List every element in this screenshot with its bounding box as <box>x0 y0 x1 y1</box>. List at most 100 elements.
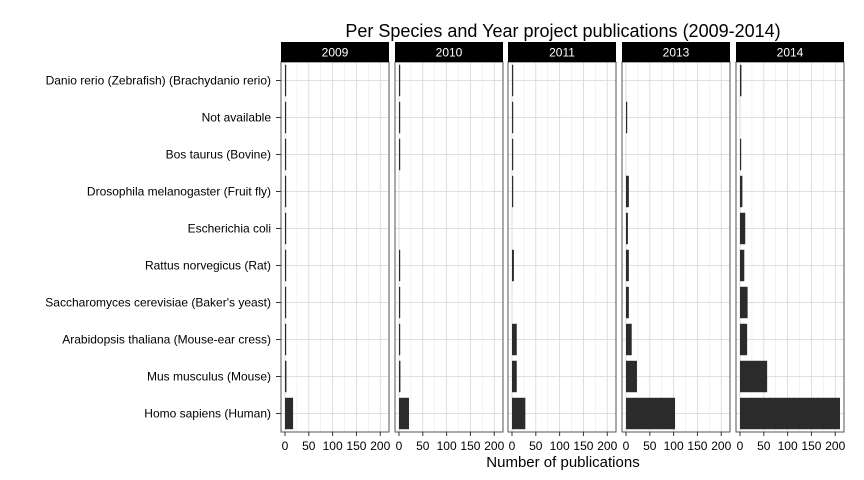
bar <box>285 138 287 171</box>
x-tick-label: 0 <box>509 439 516 453</box>
x-tick-label: 200 <box>711 439 731 453</box>
facet-panel-2010: 2010 0 50 100 150 200 <box>394 42 505 453</box>
bar <box>399 286 401 319</box>
bar <box>285 175 287 208</box>
chart-title: Per Species and Year project publication… <box>345 21 780 41</box>
bar <box>285 64 287 97</box>
category-label: Saccharomyces cerevisiae (Baker's yeast) <box>45 296 271 310</box>
facet-panel-2011: 2011 0 50 100 150 200 <box>507 42 618 453</box>
category-label: Rattus norvegicus (Rat) <box>145 259 271 273</box>
category-label: Danio rerio (Zebrafish) (Brachydanio rer… <box>46 74 271 88</box>
facet-strip-label: 2009 <box>322 46 349 60</box>
bar <box>512 101 514 134</box>
bar <box>399 397 409 430</box>
bar <box>285 397 294 430</box>
x-tick-label: 200 <box>597 439 617 453</box>
x-tick-label: 150 <box>687 439 707 453</box>
facet-panel-2009: 2009 0 50 100 150 200 <box>280 42 391 453</box>
bar <box>399 323 401 356</box>
bar <box>740 360 768 393</box>
bar <box>626 360 637 393</box>
panel-background <box>281 62 389 432</box>
bar <box>285 360 287 393</box>
bar <box>512 249 514 282</box>
category-label: Bos taurus (Bovine) <box>166 148 271 162</box>
x-tick-label: 50 <box>757 439 771 453</box>
x-tick-label: 150 <box>801 439 821 453</box>
bar <box>740 249 745 282</box>
bar <box>285 323 287 356</box>
facet-panel-2014: 2014 0 50 100 150 200 <box>735 42 846 453</box>
facet-strip-label: 2013 <box>663 46 690 60</box>
bar <box>740 138 742 171</box>
bar <box>285 286 287 319</box>
x-tick-label: 150 <box>573 439 593 453</box>
bar <box>740 64 742 97</box>
category-label: Arabidopsis thaliana (Mouse-ear cress) <box>62 333 271 347</box>
x-tick-label: 150 <box>346 439 366 453</box>
x-tick-label: 100 <box>437 439 457 453</box>
x-tick-label: 50 <box>529 439 543 453</box>
bar <box>285 249 287 282</box>
bar <box>399 360 401 393</box>
facet-strip <box>736 42 844 62</box>
panel-background <box>622 62 730 432</box>
bar <box>512 138 514 171</box>
panel-background <box>508 62 616 432</box>
facet-strip-label: 2014 <box>777 46 804 60</box>
bar <box>399 64 401 97</box>
bar <box>399 101 401 134</box>
bar <box>399 138 401 171</box>
bar <box>285 212 287 245</box>
bar <box>626 175 629 208</box>
facet-strip-label: 2011 <box>549 46 575 60</box>
bar <box>626 323 632 356</box>
x-tick-label: 0 <box>396 439 403 453</box>
category-label: Drosophila melanogaster (Fruit fly) <box>87 185 271 199</box>
bar <box>626 397 676 430</box>
x-tick-label: 0 <box>623 439 630 453</box>
x-tick-label: 0 <box>282 439 289 453</box>
x-tick-label: 200 <box>825 439 845 453</box>
x-tick-label: 200 <box>370 439 390 453</box>
panel-background <box>395 62 503 432</box>
bar <box>740 397 840 430</box>
bar <box>740 212 746 245</box>
bar <box>512 323 517 356</box>
x-tick-label: 0 <box>737 439 744 453</box>
x-tick-label: 50 <box>416 439 430 453</box>
facet-panel-2013: 2013 0 50 100 150 200 <box>621 42 732 453</box>
bar <box>740 286 748 319</box>
bar <box>626 249 629 282</box>
x-tick-label: 200 <box>484 439 504 453</box>
bar <box>399 249 401 282</box>
bar <box>626 101 628 134</box>
category-label: Homo sapiens (Human) <box>144 407 271 421</box>
facet-strip <box>395 42 503 62</box>
bar <box>512 175 514 208</box>
category-label: Mus musculus (Mouse) <box>147 370 271 384</box>
x-tick-label: 100 <box>323 439 343 453</box>
category-label: Not available <box>202 111 272 125</box>
bar <box>512 64 514 97</box>
x-tick-label: 50 <box>643 439 657 453</box>
x-tick-label: 50 <box>302 439 316 453</box>
bar <box>512 360 517 393</box>
bar <box>626 212 628 245</box>
x-tick-label: 100 <box>550 439 570 453</box>
x-tick-label: 100 <box>664 439 684 453</box>
facet-strip <box>508 42 616 62</box>
facet-strip <box>281 42 389 62</box>
bar <box>740 175 743 208</box>
category-label: Escherichia coli <box>188 222 271 236</box>
bar <box>285 101 287 134</box>
x-tick-label: 100 <box>778 439 798 453</box>
facet-strip <box>622 42 730 62</box>
bar <box>512 397 526 430</box>
x-tick-label: 150 <box>460 439 480 453</box>
facet-strip-label: 2010 <box>436 46 463 60</box>
x-axis-title: Number of publications <box>486 454 639 471</box>
bar <box>740 323 748 356</box>
bar <box>626 286 629 319</box>
